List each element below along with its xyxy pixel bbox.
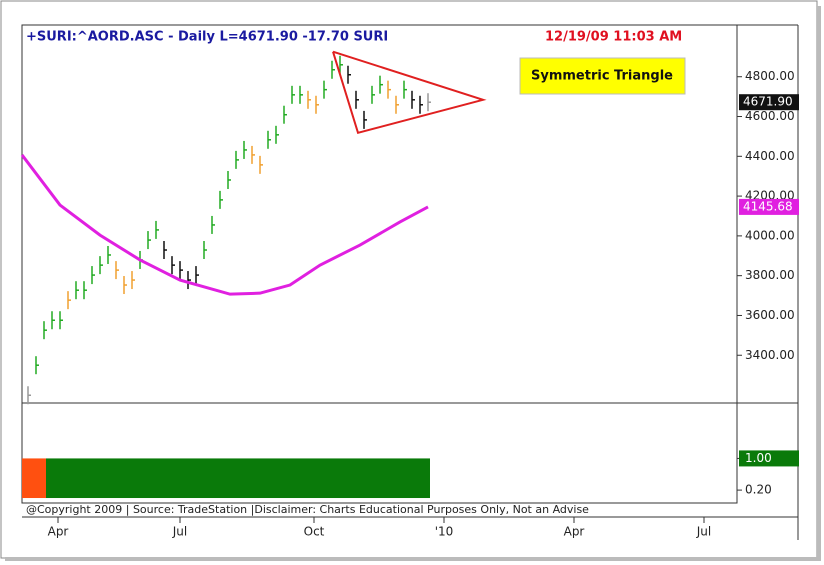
y-tick-label: 3800.00 — [745, 268, 795, 282]
last-value-box — [739, 94, 799, 111]
annotation: Symmetric Triangle — [531, 69, 673, 84]
x-tick-label: Oct — [304, 525, 325, 539]
y-tick-label: 3400.00 — [745, 348, 795, 362]
y-tick-label: 4000.00 — [745, 228, 795, 242]
indicator-bar — [22, 458, 46, 499]
last-value-label: 4671.90 — [743, 95, 793, 109]
y-tick-label: 3600.00 — [745, 308, 795, 322]
y-tick-label: 4600.00 — [745, 109, 795, 123]
y-tick-label: 0.20 — [745, 483, 772, 497]
timestamp: 12/19/09 11:03 AM — [545, 30, 682, 45]
y-tick-label: 1.00 — [745, 451, 772, 465]
x-tick-label: Apr — [48, 525, 69, 539]
x-tick-label: Apr — [564, 525, 585, 539]
x-tick-label: Jul — [172, 525, 187, 539]
indicator-bar — [46, 458, 430, 499]
y-tick-label: 4800.00 — [745, 69, 795, 83]
x-tick-label: Jul — [696, 525, 711, 539]
x-tick-label: '10 — [435, 525, 454, 539]
footer: @Copyright 2009 | Source: TradeStation |… — [26, 503, 589, 516]
value-box — [739, 450, 799, 467]
plot-border — [21, 24, 738, 504]
chart-title: +SURI:^AORD.ASC - Daily L=4671.90 -17.70… — [26, 30, 388, 45]
last-value-label: 4145.68 — [743, 199, 793, 213]
triangle — [332, 50, 487, 135]
annotation-box — [519, 57, 686, 95]
moving-average — [20, 154, 429, 296]
y-tick-label: 4400.00 — [745, 149, 795, 163]
last-value-box — [739, 198, 799, 215]
